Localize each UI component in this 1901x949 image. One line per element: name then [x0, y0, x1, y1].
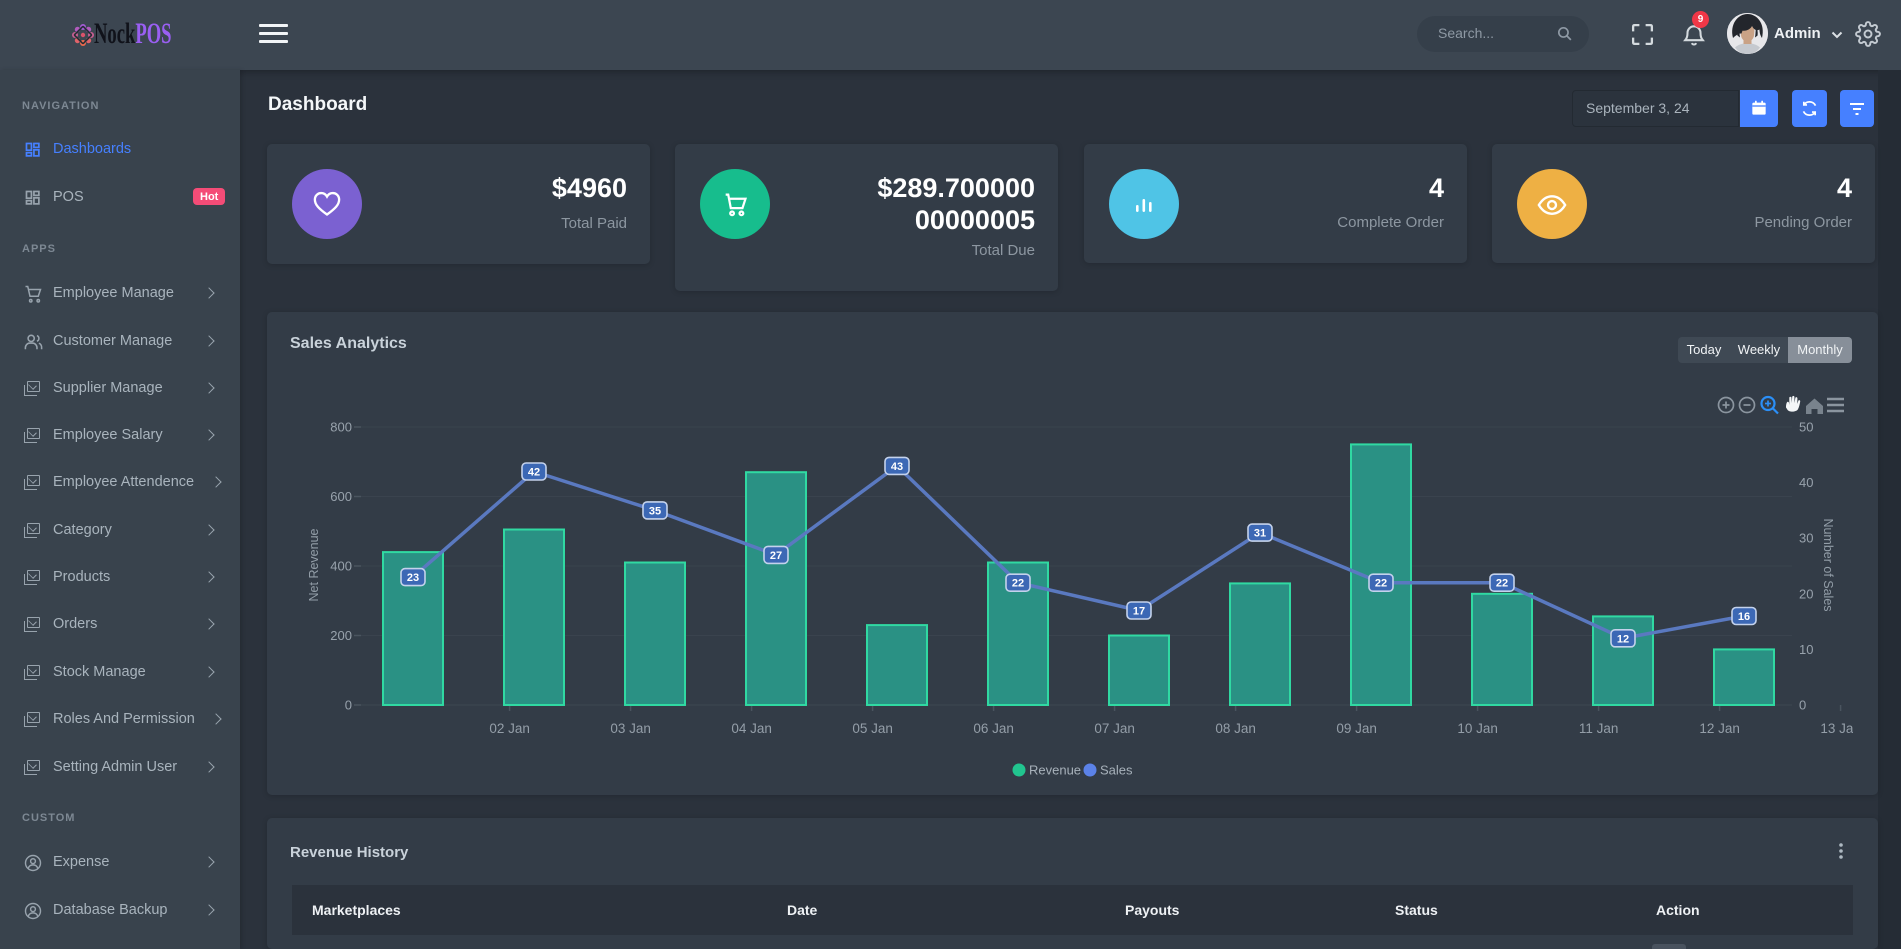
svg-text:30: 30: [1799, 531, 1813, 546]
svg-text:43: 43: [891, 461, 903, 473]
svg-text:50: 50: [1799, 420, 1813, 435]
svg-text:22: 22: [1375, 578, 1387, 590]
svg-text:02 Jan: 02 Jan: [489, 721, 530, 736]
svg-text:40: 40: [1799, 475, 1813, 490]
svg-text:Number of Sales: Number of Sales: [1821, 518, 1835, 611]
svg-text:800: 800: [330, 420, 352, 435]
svg-text:35: 35: [649, 505, 661, 517]
svg-text:12: 12: [1617, 633, 1629, 645]
svg-text:22: 22: [1496, 578, 1508, 590]
svg-text:20: 20: [1799, 586, 1813, 601]
svg-text:03 Jan: 03 Jan: [610, 721, 651, 736]
svg-text:07 Jan: 07 Jan: [1094, 721, 1135, 736]
svg-text:10 Jan: 10 Jan: [1457, 721, 1498, 736]
svg-text:400: 400: [330, 559, 352, 574]
svg-text:0: 0: [345, 698, 352, 713]
svg-text:27: 27: [770, 550, 782, 562]
svg-text:16: 16: [1738, 611, 1750, 623]
svg-text:11 Jan: 11 Jan: [1579, 721, 1619, 736]
svg-text:04 Jan: 04 Jan: [731, 721, 772, 736]
svg-text:10: 10: [1799, 642, 1813, 657]
svg-text:0: 0: [1799, 698, 1806, 713]
svg-text:05 Jan: 05 Jan: [852, 721, 893, 736]
svg-text:42: 42: [528, 466, 540, 478]
svg-text:09 Jan: 09 Jan: [1336, 721, 1377, 736]
svg-text:23: 23: [407, 572, 419, 584]
svg-text:600: 600: [330, 489, 352, 504]
svg-text:13 Jan: 13 Jan: [1820, 721, 1853, 736]
svg-text:31: 31: [1254, 528, 1266, 540]
svg-text:08 Jan: 08 Jan: [1215, 721, 1256, 736]
svg-text:06 Jan: 06 Jan: [973, 721, 1014, 736]
svg-text:200: 200: [330, 628, 352, 643]
svg-text:Net Revenue: Net Revenue: [307, 528, 321, 601]
svg-text:Revenue: Revenue: [1029, 763, 1081, 778]
svg-text:17: 17: [1133, 605, 1145, 617]
svg-text:Sales: Sales: [1100, 763, 1133, 778]
svg-text:12 Jan: 12 Jan: [1699, 721, 1740, 736]
svg-text:22: 22: [1012, 578, 1024, 590]
